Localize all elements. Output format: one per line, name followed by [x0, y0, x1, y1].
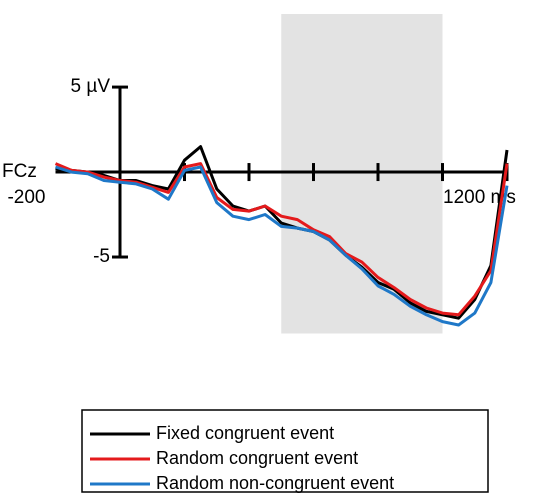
y-tick-label: -5 [93, 246, 110, 267]
shaded-window [281, 14, 443, 334]
x-tick-label: 1200 ms [443, 187, 516, 208]
legend-label: Fixed congruent event [156, 423, 334, 443]
legend: Fixed congruent event Random congruent ev… [81, 409, 489, 493]
series-line [54, 162, 509, 317]
legend-label: Random non-congruent event [156, 473, 394, 493]
series-line [55, 165, 509, 327]
legend-label: Random congruent event [156, 448, 358, 468]
channel-label: FCz [2, 161, 37, 182]
x-tick-label: -200 [7, 187, 45, 208]
y-tick-label: 5 µV [71, 76, 111, 97]
legend-box [81, 409, 489, 493]
